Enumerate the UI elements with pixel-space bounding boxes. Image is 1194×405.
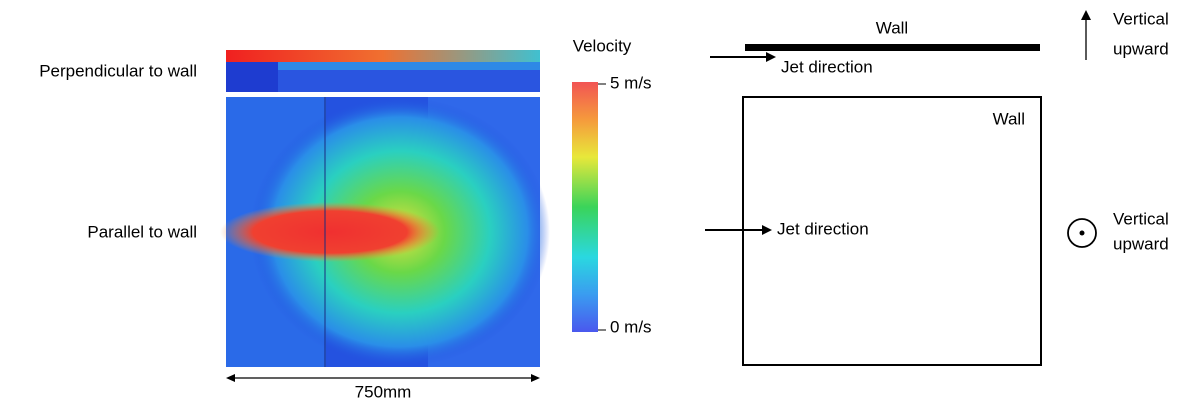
direction-label: Vertical [1113,209,1169,228]
jet-arrow [710,52,776,62]
parallel-image [220,97,550,367]
perpendicular-image [226,50,540,92]
direction-label: Vertical [1113,9,1169,28]
out-of-plane-symbol [1067,218,1097,248]
wall-label: Wall [993,109,1025,128]
row-label: Perpendicular to wall [39,61,197,80]
wall-label: Wall [876,18,908,37]
scale-label: 750mm [355,382,412,401]
colorbar-label: 5 m/s [610,73,652,92]
jet-label: Jet direction [781,57,873,76]
direction-label: upward [1113,39,1169,58]
row-label: Parallel to wall [87,222,197,241]
jet-label: Jet direction [777,219,869,238]
colorbar-title: Velocity [573,36,632,55]
wall [745,44,1040,51]
colorbar-label: 0 m/s [610,317,652,336]
jet-arrow [705,225,772,235]
scale-arrow [226,374,540,382]
up-arrow [1081,10,1091,60]
colorbar [572,82,598,332]
direction-label: upward [1113,234,1169,253]
